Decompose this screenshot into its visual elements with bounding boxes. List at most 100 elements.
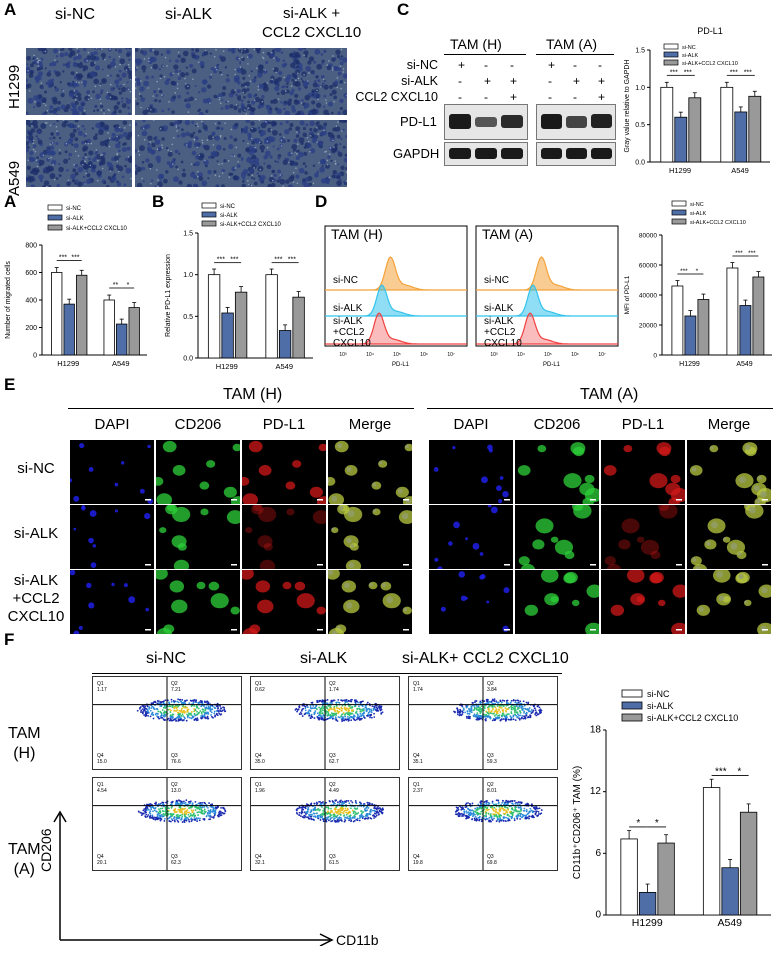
quadrant-value: 20.1 — [97, 860, 107, 866]
if-image — [328, 570, 412, 634]
quadrant-name: Q4 — [255, 854, 262, 860]
quadrant-value: 1.17 — [97, 687, 107, 693]
bar — [234, 291, 248, 359]
quadrant-name: Q3 — [171, 854, 178, 860]
chart-relative-pdl1: si-NC si-ALK si-ALK+CCL2 CXCL10 0.0 0.5 1.0 1.… — [165, 202, 313, 370]
if-group-tam-a: TAM (A) — [580, 386, 639, 403]
legend-label: si-NC — [220, 204, 236, 210]
blot-condition-mark: - — [458, 74, 462, 88]
bar — [76, 274, 88, 356]
if-image — [156, 505, 240, 569]
histogram-tick: 10⁶ — [420, 352, 428, 358]
blot-pdl1-tam-h — [444, 104, 528, 140]
significance-mark: *** — [680, 268, 688, 275]
if-image — [601, 505, 685, 569]
legend-swatch — [201, 220, 217, 227]
y-tick-label: 0.5 — [635, 122, 645, 129]
histogram-curve — [325, 256, 467, 291]
legend-label: si-ALK — [220, 213, 238, 219]
quadrant-name: Q4 — [413, 854, 420, 860]
quadrant-value: 13.0 — [171, 788, 181, 794]
bar — [207, 274, 221, 359]
if-image — [242, 440, 326, 504]
quadrant-name: Q3 — [171, 753, 178, 759]
quadrant-name: Q3 — [329, 753, 336, 759]
panel-label-f: F — [4, 630, 15, 649]
y-tick-label: 0 — [33, 353, 37, 360]
quadrant-name: Q1 — [97, 782, 104, 788]
if-image — [515, 570, 599, 634]
legend-swatch — [663, 51, 679, 58]
histogram-tick: 10⁴ — [517, 352, 525, 358]
blot-condition-mark: + — [598, 74, 606, 88]
histogram-curve — [325, 312, 467, 345]
legend-swatch — [621, 701, 643, 710]
fcs-dot-plot: Q1 4.54 Q2 13.0 Q4 20.1 Q3 62.3 — [92, 777, 242, 871]
if-image — [429, 570, 513, 634]
quadrant-name: Q2 — [171, 681, 178, 687]
quadrant-value: 61.5 — [329, 860, 339, 866]
chart-mfi-pdl1: si-NC si-ALK si-ALK+CCL2 CXCL10 0 20000 40000… — [624, 200, 772, 368]
histogram-tick: 10⁶ — [571, 352, 579, 358]
bar — [660, 86, 674, 163]
y-axis-label: Relative PD-L1 expression — [165, 254, 172, 337]
panel-label-d: D — [315, 192, 328, 211]
if-image — [515, 505, 599, 569]
fcs-xaxis-label: CD11b — [336, 932, 379, 948]
x-category-label: H1299 — [679, 361, 700, 368]
bar — [752, 276, 765, 356]
if-image — [601, 440, 685, 504]
blot-condition-label: si-NC — [406, 58, 438, 72]
x-category-label: A549 — [731, 166, 749, 175]
histogram-curve — [476, 256, 618, 291]
panel-a-row-a549: A549 — [6, 160, 23, 196]
legend-swatch — [47, 214, 63, 221]
blot-condition-label: si-ALK — [401, 74, 438, 88]
quadrant-name: Q4 — [97, 753, 104, 759]
y-tick-label: 200 — [25, 325, 37, 332]
quadrant-value: 32.1 — [255, 860, 265, 866]
panel-a-col-si-alk-ccl: si-ALK + CCL2 CXCL10 — [262, 5, 362, 41]
blot-condition-mark: + — [510, 90, 518, 104]
quadrant-name: Q2 — [487, 782, 494, 788]
y-tick-label: 0 — [653, 353, 657, 360]
if-row-label: si-NC — [17, 460, 55, 477]
y-tick-label: 400 — [25, 298, 37, 305]
blot-gapdh-tam-a — [536, 142, 616, 166]
fcs-row-tam-h: TAM (H) — [8, 725, 41, 762]
migration-image-0-1 — [135, 48, 241, 115]
quadrant-name: Q4 — [413, 753, 420, 759]
blot-condition-mark: + — [510, 74, 518, 88]
y-tick-label: 1.5 — [183, 231, 193, 238]
chart-title: PD-L1 — [697, 26, 723, 36]
migration-image-1-2 — [241, 120, 347, 187]
blot-group-tam-h: TAM (H) — [450, 36, 502, 52]
quadrant-value: 2.37 — [413, 788, 423, 794]
quadrant-value: 59.3 — [487, 759, 497, 765]
blot-condition-mark: - — [458, 90, 462, 104]
hist-label-nc-h: si-NC — [333, 275, 358, 286]
bar — [674, 116, 688, 163]
y-axis-label: Number of migrated cells — [5, 261, 12, 339]
y-tick-label: 0.5 — [183, 314, 193, 321]
if-image — [328, 440, 412, 504]
if-channel-label: DAPI — [453, 416, 489, 433]
y-tick-label: 80000 — [639, 233, 657, 240]
y-tick-label: 0.0 — [183, 356, 193, 363]
significance-mark: * — [696, 268, 699, 275]
blot-condition-mark: + — [484, 74, 492, 88]
histogram-tick: 10⁵ — [544, 352, 552, 358]
quadrant-value: 76.6 — [171, 759, 181, 765]
if-channel-label: CD206 — [533, 416, 581, 433]
quadrant-value: 1.74 — [329, 687, 339, 693]
legend-label: si-ALK — [682, 53, 699, 59]
hist-label-alk-h: si-ALK — [333, 303, 363, 314]
legend-swatch — [663, 59, 679, 66]
legend-swatch — [621, 689, 643, 698]
significance-mark: *** — [59, 255, 67, 262]
hist-label-ccl-a: si-ALK +CCL2 CXCL10 — [484, 316, 522, 349]
histogram-tick: 10⁴ — [366, 352, 374, 358]
legend-label: si-ALK+CCL2 CXCL10 — [66, 226, 128, 232]
y-tick-label: 800 — [25, 243, 37, 250]
if-image — [242, 570, 326, 634]
